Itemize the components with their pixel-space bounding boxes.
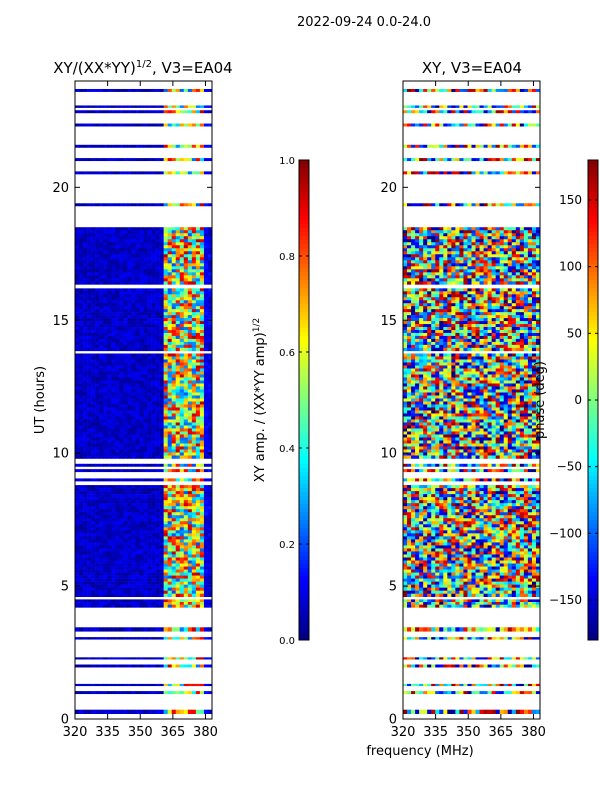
- phase-colorbar-ticks: 150 100 50 0 −50 −100 −150: [549, 193, 598, 607]
- x-tick-label: 350: [128, 725, 153, 740]
- amp-colorbar: 0.0 0.2 0.4 0.6 0.8 1.0 XY amp. / (XX*YY amp)…: [252, 156, 310, 647]
- amp-panel-title: XY/(XX*YY)1/2, V3=EA04: [53, 59, 232, 77]
- phase-heatmap: [403, 88, 541, 714]
- amp-colorbar-label: XY amp. / (XX*YY amp)1/2: [252, 318, 268, 482]
- colorbar-tick-label: 0.8: [279, 252, 295, 263]
- x-tick-label: 335: [95, 725, 120, 740]
- colorbar-tick-label: 150: [559, 193, 582, 207]
- colorbar-tick-label: 50: [567, 326, 582, 340]
- phase-panel-title: XY, V3=EA04: [422, 59, 522, 77]
- amp-panel: XY/(XX*YY)1/2, V3=EA04 320 335 350 365 380 0 5…: [33, 59, 233, 740]
- amp-heatmap: [75, 88, 213, 714]
- colorbar-tick-label: 0: [574, 393, 582, 407]
- amp-ylabel: UT (hours): [33, 366, 48, 434]
- phase-axes-frame: [402, 80, 541, 720]
- y-tick-label: 15: [380, 314, 397, 329]
- phase-axes-ticks: 320 335 350 365 380 0 5 10 15 20: [380, 81, 546, 740]
- x-tick-label: 350: [456, 725, 481, 740]
- y-tick-label: 10: [380, 447, 397, 462]
- amp-axes-frame: [74, 80, 213, 720]
- y-tick-label: 5: [389, 580, 397, 595]
- colorbar-tick-label: −150: [549, 593, 582, 607]
- phase-panel: XY, V3=EA04 320 335 350 365 380 0 5 10 15 20 freq…: [366, 59, 546, 759]
- x-tick-label: 365: [488, 725, 513, 740]
- colorbar-tick-label: 0.0: [279, 636, 295, 647]
- x-tick-label: 380: [521, 725, 546, 740]
- x-tick-label: 335: [423, 725, 448, 740]
- amp-colorbar-gradient: [299, 160, 309, 641]
- phase-colorbar-label: phase (deg): [533, 361, 548, 439]
- y-tick-label: 0: [61, 713, 69, 728]
- colorbar-tick-label: 0.2: [279, 540, 295, 551]
- frequency-xlabel: frequency (MHz): [366, 744, 473, 759]
- phase-colorbar: 150 100 50 0 −50 −100 −150 phase (deg): [533, 159, 599, 641]
- colorbar-tick-label: 0.6: [279, 348, 295, 359]
- colorbar-tick-label: −50: [557, 460, 582, 474]
- figure-suptitle: 2022-09-24 0.0-24.0: [297, 15, 431, 30]
- x-tick-label: 320: [391, 725, 416, 740]
- x-tick-label: 380: [193, 725, 218, 740]
- phase-colorbar-gradient: [588, 160, 598, 641]
- y-tick-label: 0: [389, 713, 397, 728]
- x-tick-label: 320: [63, 725, 88, 740]
- amp-colorbar-ticks: 0.0 0.2 0.4 0.6 0.8 1.0: [279, 156, 309, 647]
- colorbar-tick-label: 0.4: [279, 444, 295, 455]
- x-tick-label: 365: [160, 725, 185, 740]
- colorbar-tick-label: −100: [549, 526, 582, 540]
- colorbar-tick-label: 100: [559, 260, 582, 274]
- y-tick-label: 15: [52, 314, 69, 329]
- amp-axes-ticks: 320 335 350 365 380 0 5 10 15 20: [52, 81, 218, 740]
- y-tick-label: 20: [52, 181, 69, 196]
- colorbar-tick-label: 1.0: [279, 156, 295, 167]
- y-tick-label: 20: [380, 181, 397, 196]
- y-tick-label: 10: [52, 447, 69, 462]
- y-tick-label: 5: [61, 580, 69, 595]
